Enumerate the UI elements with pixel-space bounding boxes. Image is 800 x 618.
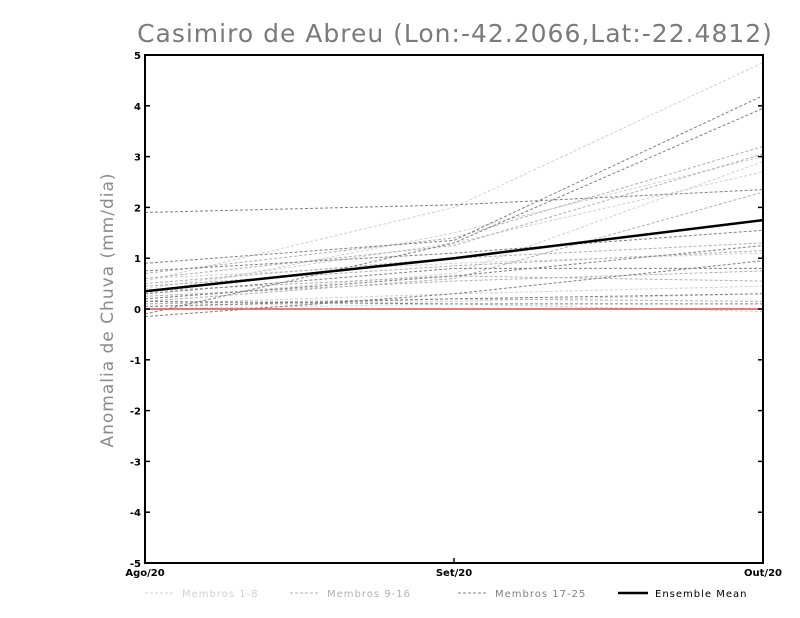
member-series-line [144,285,764,305]
member-series-line [144,293,764,307]
member-series-line [144,62,764,282]
y-tick-label: 0 [134,305,141,316]
member-series-line [144,145,764,274]
y-tick-label: -3 [130,457,141,468]
member-series-line [144,156,764,295]
member-series-line [144,191,764,302]
member-series-line [144,107,764,315]
x-tick-label: Ago/20 [125,568,164,579]
member-series-line [144,153,764,280]
member-series-line [144,95,764,264]
legend-label: Ensemble Mean [655,589,747,600]
y-tick-label: -2 [130,407,141,418]
y-tick-label: 5 [134,51,141,62]
member-series-line [144,242,764,285]
member-series-line [144,260,764,318]
y-tick-label: 4 [134,102,141,113]
y-tick-label: -4 [130,508,141,519]
y-tick-label: 3 [134,153,141,164]
y-axis-label: Anomalia de Chuva (mm/dia) [98,172,118,447]
member-series-line [144,171,764,290]
ensemble-mean-line [144,218,764,293]
y-tick-label: -1 [130,356,141,367]
member-series-line [144,293,764,307]
y-tick-label: -5 [130,559,141,570]
member-series-line [144,229,764,272]
y-tick-label: 1 [134,254,141,265]
chart-title: Casimiro de Abreu (Lon:-42.2066,Lat:-22.… [137,19,773,48]
member-series-line [144,298,764,305]
member-series-line [144,275,764,292]
legend-label: Membros 17-25 [495,589,586,600]
member-series-line [144,245,764,300]
x-tick-label: Out/20 [744,568,782,579]
x-tick-label: Set/20 [436,568,472,579]
member-series-line [144,267,763,295]
legend: Membros 1-8 Membros 9-16 Membros 17-25 Ense… [145,589,747,600]
member-series-line [144,252,764,280]
y-tick-label: 2 [134,203,141,214]
legend-label: Membros 9-16 [327,589,411,600]
legend-label: Membros 1-8 [182,589,259,600]
member-series-line [144,300,763,305]
member-series-line [144,161,764,300]
member-series-line [144,270,764,297]
member-series-line [144,189,764,213]
